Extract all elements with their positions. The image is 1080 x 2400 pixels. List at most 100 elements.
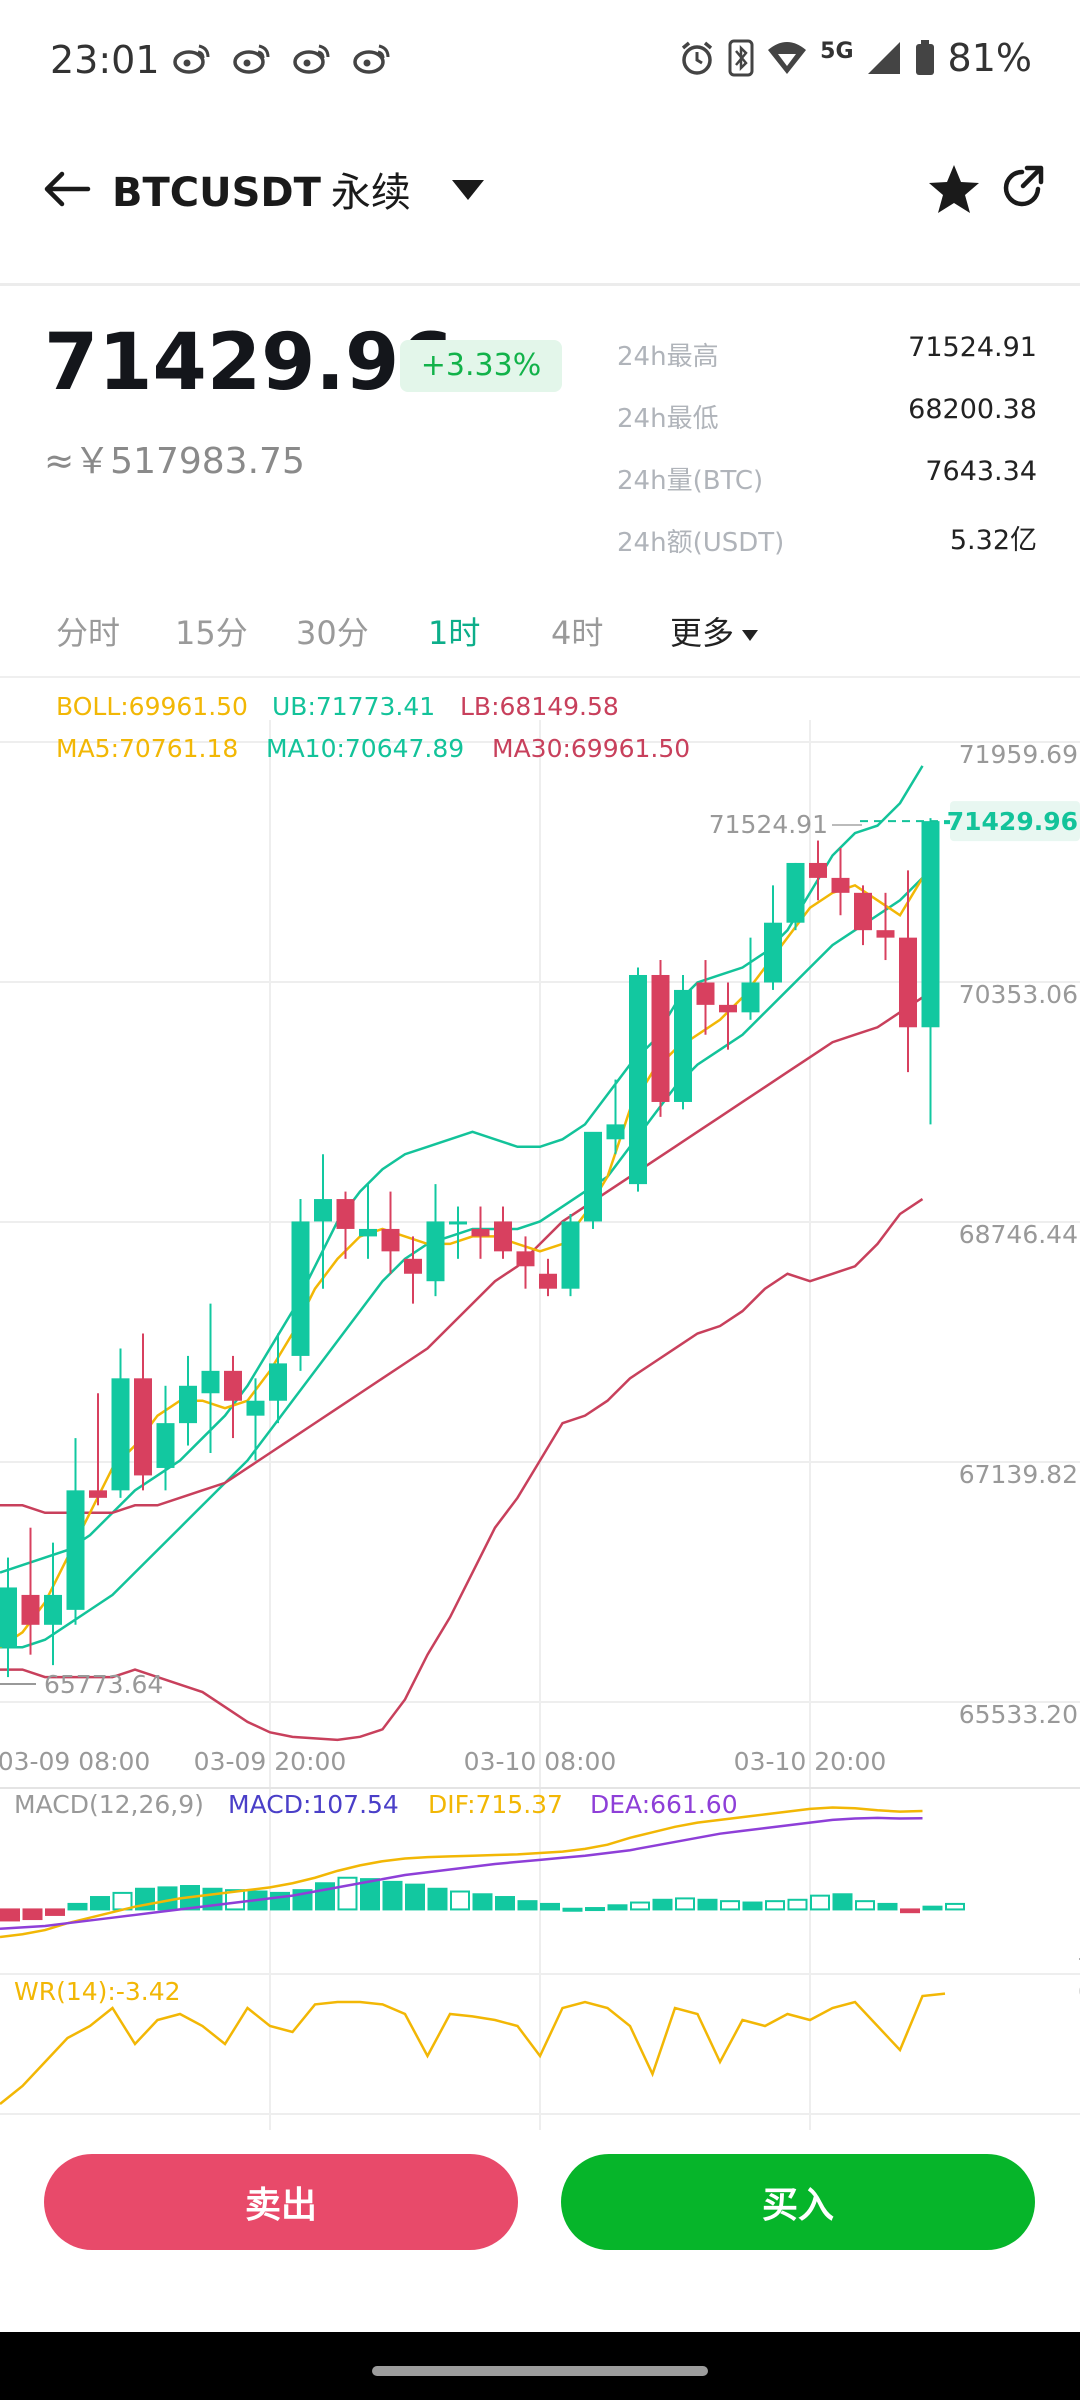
macd-histogram-bar [540, 1902, 560, 1911]
ma5-label: MA5:70761.18 [56, 734, 238, 763]
stat-label: 24h量(BTC) [617, 466, 764, 496]
weibo-icon [173, 44, 210, 74]
lb-label: LB:68149.58 [460, 692, 619, 721]
candle-down [809, 862, 827, 878]
buy-button[interactable]: 买入 [561, 2154, 1035, 2250]
y-tick-label: 68746.44 [959, 1220, 1078, 1249]
macd-y-bottom: -338.21 [1078, 1943, 1080, 1972]
macd-histogram-bar [697, 1898, 718, 1911]
caret-down-icon[interactable] [450, 178, 486, 202]
candle-down [381, 1228, 400, 1252]
macd-histogram-bar [405, 1883, 425, 1911]
change-badge: +3.33% [400, 340, 562, 392]
candles [0, 806, 962, 1678]
weibo-icon [233, 44, 270, 74]
macd-histogram-bar [787, 1898, 808, 1911]
timeframe-tabs: 分时 15分 30分 1时 4时 更多 [0, 600, 1080, 676]
candle-up [764, 922, 782, 983]
macd-histogram-bar [517, 1900, 538, 1911]
current-price-label: 71429.96 [947, 807, 1078, 836]
candle-down [696, 982, 715, 1005]
stat-value: 71524.91 [908, 332, 1037, 363]
candle-up [741, 982, 760, 1013]
candle-down [876, 930, 895, 938]
home-indicator[interactable] [372, 2366, 708, 2376]
tab-more[interactable]: 更多 [670, 608, 759, 654]
candle-up [921, 821, 940, 1028]
battery-icon [915, 40, 934, 75]
sell-button[interactable]: 卖出 [44, 2154, 518, 2250]
candle-down [539, 1273, 557, 1289]
macd-histogram-bar [90, 1896, 110, 1911]
macd-histogram-bar [675, 1897, 695, 1911]
share-icon[interactable] [1000, 164, 1046, 210]
candle-up [111, 1378, 130, 1491]
macd-histogram-bar [337, 1876, 358, 1911]
cny-price: ≈￥517983.75 [44, 441, 305, 482]
tab-4h[interactable]: 4时 [551, 614, 604, 652]
macd-histogram-bar [652, 1898, 673, 1911]
candle-down [854, 892, 872, 931]
macd-histogram-bar [315, 1882, 335, 1911]
header-divider [0, 283, 1080, 286]
macd-histogram-bar [67, 1902, 88, 1911]
stat-label: 24h额(USDT) [617, 528, 785, 558]
kline-chart[interactable]: BOLL:69961.50 UB:71773.41 LB:68149.58 MA5:7… [0, 680, 1080, 2132]
candle-down [404, 1258, 422, 1274]
macd-histogram-bar [225, 1889, 245, 1911]
ma30-line [0, 996, 924, 1515]
candle-up [606, 1124, 625, 1140]
y-tick-label: 70353.06 [959, 980, 1078, 1009]
stat-value: 5.32亿 [949, 525, 1037, 556]
macd-histogram-bar [720, 1900, 740, 1911]
tab-timeshare[interactable]: 分时 [56, 614, 121, 652]
candle-up [426, 1221, 445, 1282]
ma30-label: MA30:69961.50 [492, 734, 690, 763]
macd-histogram-bar [472, 1893, 493, 1911]
tab-30m[interactable]: 30分 [296, 614, 369, 652]
app-header: BTCUSDT 永续 [0, 130, 1080, 250]
boll-mid-line [0, 877, 924, 1649]
x-tick-label: 03-10 20:00 [734, 1747, 887, 1776]
weibo-icon [293, 44, 330, 74]
wr-pane [0, 1992, 946, 2105]
candle-up [269, 1363, 287, 1401]
tab-more-label: 更多 [670, 614, 735, 652]
stat-row-turnover: 24h额(USDT) 5.32亿 [617, 516, 1037, 578]
last-price: 71429.96 [44, 318, 454, 408]
candle-down [516, 1251, 535, 1267]
star-icon[interactable] [926, 162, 982, 218]
bluetooth-icon [728, 39, 754, 77]
candle-up [449, 1221, 467, 1225]
signal-icon [867, 42, 900, 74]
candle-down [494, 1221, 512, 1252]
macd-histogram-bar [427, 1887, 448, 1911]
dif-line [0, 1806, 923, 1939]
macd-histogram-bar [877, 1902, 898, 1911]
y-tick-label: 67139.82 [959, 1460, 1078, 1489]
stat-label: 24h最高 [617, 342, 719, 372]
candle-down [21, 1594, 40, 1625]
back-arrow-icon[interactable] [40, 162, 94, 216]
macd-histogram-bar [382, 1880, 403, 1911]
ub-label: UB:71773.41 [272, 692, 435, 721]
stat-value: 68200.38 [908, 394, 1037, 425]
stats-panel: 24h最高 71524.91 24h最低 68200.38 24h量(BTC) 764… [617, 330, 1037, 578]
contract-type: 永续 [330, 170, 411, 216]
tab-1h[interactable]: 1时 [428, 614, 481, 652]
chart-canvas[interactable]: BOLL:69961.50 UB:71773.41 LB:68149.58 MA5:7… [0, 680, 1080, 2132]
wr-line [0, 1992, 946, 2105]
tabs-divider [0, 676, 1080, 678]
candle-up [246, 1400, 265, 1416]
tab-15m[interactable]: 15分 [175, 614, 248, 652]
chart-labels: BOLL:69961.50 UB:71773.41 LB:68149.58 MA5:7… [0, 692, 1080, 2006]
caret-down-icon [742, 629, 759, 641]
symbol-selector[interactable]: BTCUSDT 永续 [112, 160, 411, 218]
x-tick-label: 03-09 08:00 [0, 1747, 150, 1776]
symbol-name: BTCUSDT [112, 170, 321, 216]
candle-up [156, 1423, 175, 1468]
status-time: 23:01 [50, 38, 160, 82]
candle-up [314, 1199, 332, 1222]
macd-histogram-bar [585, 1907, 605, 1912]
wr-label: WR(14):-3.42 [14, 1977, 181, 2006]
